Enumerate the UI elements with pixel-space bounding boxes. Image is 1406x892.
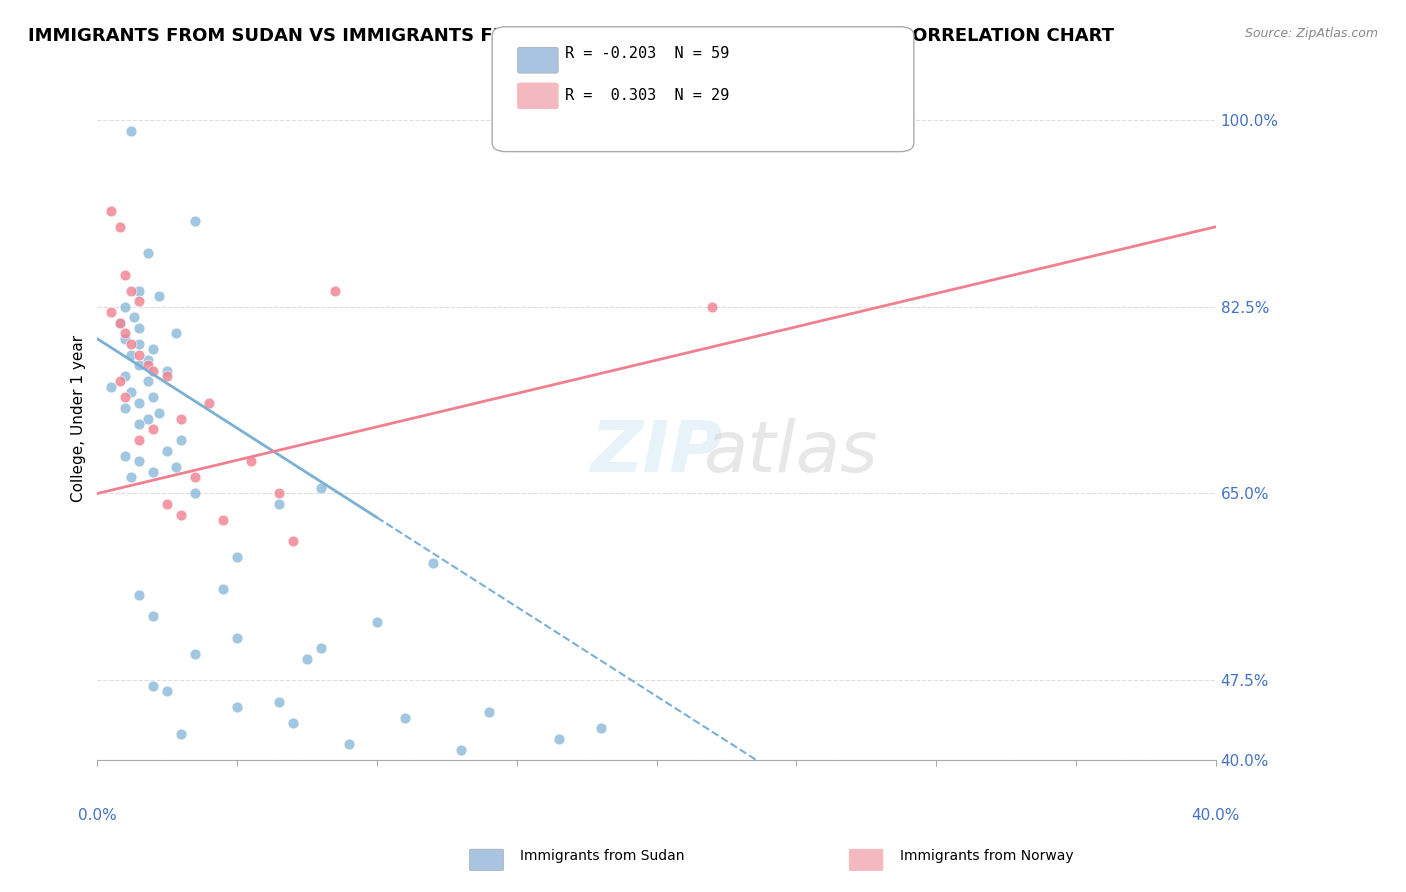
Point xyxy=(267,694,290,708)
Point xyxy=(142,609,165,624)
Point xyxy=(148,289,170,303)
Point xyxy=(108,375,131,389)
Point xyxy=(100,380,122,394)
Point xyxy=(120,385,142,400)
Point xyxy=(170,412,193,426)
Point xyxy=(136,359,159,373)
Point xyxy=(589,721,612,735)
Point xyxy=(422,556,444,570)
Point xyxy=(156,497,179,511)
Point xyxy=(100,203,122,218)
Point xyxy=(120,470,142,484)
Point xyxy=(156,364,179,378)
Point xyxy=(165,326,187,341)
Point xyxy=(547,731,569,746)
Point xyxy=(170,508,193,522)
Point xyxy=(128,337,150,351)
Point xyxy=(337,737,360,751)
Point xyxy=(281,534,304,549)
Point xyxy=(148,407,170,421)
Point xyxy=(184,470,207,484)
Point xyxy=(136,375,159,389)
Text: Immigrants from Norway: Immigrants from Norway xyxy=(900,849,1073,863)
Point xyxy=(114,268,136,282)
Point xyxy=(114,300,136,314)
Point xyxy=(142,679,165,693)
Text: R =  0.303  N = 29: R = 0.303 N = 29 xyxy=(565,88,730,103)
Text: 40.0%: 40.0% xyxy=(1191,808,1240,823)
Point xyxy=(120,284,142,298)
Point xyxy=(142,465,165,479)
Point xyxy=(100,305,122,319)
Text: Immigrants from Sudan: Immigrants from Sudan xyxy=(520,849,685,863)
Point xyxy=(156,369,179,384)
Point xyxy=(226,699,249,714)
Point xyxy=(184,214,207,228)
Point xyxy=(142,343,165,357)
Point xyxy=(240,454,263,468)
Point xyxy=(156,443,179,458)
Point xyxy=(128,321,150,335)
Text: R = -0.203  N = 59: R = -0.203 N = 59 xyxy=(565,46,730,61)
Point xyxy=(114,449,136,463)
Point xyxy=(128,396,150,410)
Point xyxy=(114,391,136,405)
Point xyxy=(120,348,142,362)
Point xyxy=(114,326,136,341)
Point xyxy=(394,710,416,724)
Point xyxy=(128,359,150,373)
Point xyxy=(267,497,290,511)
Point xyxy=(184,486,207,500)
Point xyxy=(128,433,150,447)
Point xyxy=(267,486,290,500)
Point xyxy=(366,615,388,629)
Point xyxy=(128,417,150,432)
Point xyxy=(226,550,249,565)
Point xyxy=(295,652,318,666)
Point xyxy=(170,726,193,740)
Point xyxy=(114,332,136,346)
Point xyxy=(114,369,136,384)
Point xyxy=(212,582,235,597)
Point xyxy=(128,294,150,309)
Point xyxy=(309,641,332,656)
Point xyxy=(309,481,332,495)
Point xyxy=(184,647,207,661)
Point xyxy=(869,113,891,128)
Point xyxy=(170,433,193,447)
Point xyxy=(281,715,304,730)
Point xyxy=(142,391,165,405)
Point xyxy=(136,353,159,368)
Text: 0.0%: 0.0% xyxy=(77,808,117,823)
Point xyxy=(136,246,159,260)
Text: IMMIGRANTS FROM SUDAN VS IMMIGRANTS FROM NORWAY COLLEGE, UNDER 1 YEAR CORRELATIO: IMMIGRANTS FROM SUDAN VS IMMIGRANTS FROM… xyxy=(28,27,1114,45)
Point xyxy=(136,412,159,426)
Point xyxy=(122,310,145,325)
Point xyxy=(165,459,187,474)
Point xyxy=(142,422,165,436)
Point xyxy=(108,316,131,330)
Point xyxy=(128,588,150,602)
Text: Source: ZipAtlas.com: Source: ZipAtlas.com xyxy=(1244,27,1378,40)
Point xyxy=(128,454,150,468)
Point xyxy=(114,401,136,416)
Point xyxy=(323,284,346,298)
Text: atlas: atlas xyxy=(703,418,877,487)
Y-axis label: College, Under 1 year: College, Under 1 year xyxy=(72,335,86,502)
Point xyxy=(478,705,501,719)
Point xyxy=(198,396,221,410)
Point xyxy=(702,300,724,314)
Point xyxy=(156,683,179,698)
Point xyxy=(450,742,472,756)
Point xyxy=(108,219,131,234)
Point xyxy=(128,284,150,298)
Point xyxy=(120,337,142,351)
Point xyxy=(120,124,142,138)
Point xyxy=(226,631,249,645)
Point xyxy=(142,364,165,378)
Point xyxy=(128,348,150,362)
Point xyxy=(108,316,131,330)
Point xyxy=(212,513,235,527)
Text: ZIP: ZIP xyxy=(591,418,723,487)
